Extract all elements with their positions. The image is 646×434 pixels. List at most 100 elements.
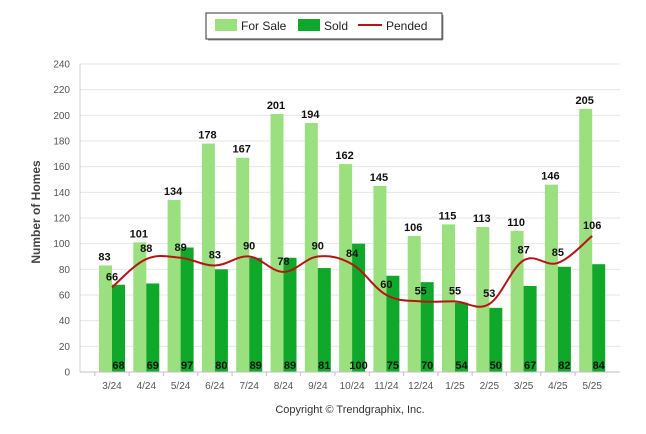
bar-sold	[146, 283, 160, 372]
data-label-for-sale: 194	[301, 109, 320, 121]
bar-for-sale	[407, 235, 421, 372]
data-label-for-sale: 110	[507, 217, 525, 229]
data-label-for-sale: 106	[404, 222, 422, 234]
data-label-pended: 55	[415, 285, 427, 297]
data-label-sold: 68	[112, 360, 124, 372]
data-label-pended: 66	[106, 271, 118, 283]
data-label-sold: 89	[250, 360, 262, 372]
bar-sold	[249, 257, 263, 372]
y-tick-label: 180	[53, 137, 70, 148]
x-tick-label: 8/24	[274, 381, 294, 392]
bar-for-sale	[133, 242, 147, 372]
bar-sold	[420, 282, 434, 372]
data-label-pended: 84	[346, 248, 359, 260]
bar-for-sale	[339, 164, 353, 372]
data-label-sold: 84	[593, 360, 606, 372]
x-tick-label: 5/24	[171, 381, 191, 392]
data-label-for-sale: 162	[335, 150, 353, 162]
data-label-sold: 54	[455, 360, 468, 372]
x-tick-label: 7/24	[239, 381, 259, 392]
x-tick-label: 3/25	[514, 381, 534, 392]
data-label-pended: 55	[449, 285, 461, 297]
bar-for-sale	[304, 123, 318, 373]
bar-sold	[352, 243, 366, 372]
copyright-footer: Copyright © Trendgraphix, Inc.	[275, 404, 424, 416]
bar-for-sale	[270, 114, 284, 373]
y-axis-label: Number of Homes	[29, 160, 43, 264]
bar-for-sale	[579, 108, 593, 373]
y-tick-label: 0	[64, 368, 70, 379]
x-tick-label: 3/24	[102, 381, 122, 392]
legend-swatch-for-sale	[215, 19, 237, 31]
data-label-for-sale: 83	[98, 251, 110, 263]
data-labels-layer: 83 68 66 101 69 88 134 97 89 178 80 83 167 89 90 201 89 7…	[98, 95, 605, 372]
data-label-pended: 53	[483, 288, 495, 300]
data-label-sold: 69	[147, 360, 159, 372]
x-tick-label: 1/25	[445, 381, 465, 392]
data-label-sold: 89	[284, 360, 296, 372]
data-label-sold: 80	[215, 360, 227, 372]
data-label-pended: 87	[517, 244, 529, 256]
data-label-sold: 70	[421, 360, 433, 372]
legend-box	[205, 12, 443, 40]
data-label-for-sale: 178	[198, 130, 216, 142]
data-label-pended: 90	[312, 241, 324, 253]
bar-sold	[557, 266, 571, 372]
data-label-sold: 67	[524, 360, 536, 372]
x-tick-label: 2/25	[480, 381, 500, 392]
y-tick-label: 140	[53, 188, 70, 199]
data-label-pended: 106	[583, 220, 601, 232]
x-tick-label: 4/25	[548, 381, 568, 392]
x-tick-label: 9/24	[308, 381, 328, 392]
bar-sold	[112, 284, 125, 372]
bar-for-sale	[510, 230, 524, 372]
bar-for-sale	[373, 185, 387, 372]
data-label-for-sale: 115	[439, 210, 457, 222]
data-label-pended: 83	[209, 249, 221, 261]
data-label-for-sale: 201	[267, 100, 285, 112]
bar-sold	[455, 302, 468, 372]
axis-layer: 0 20 40 60 80 100 120 140 160 180 200 220 240 3/24 4/2…	[53, 60, 620, 392]
data-label-for-sale: 134	[164, 186, 183, 198]
data-label-for-sale: 145	[370, 172, 388, 184]
y-tick-label: 120	[53, 214, 70, 225]
x-tick-label: 12/24	[408, 381, 433, 392]
y-tick-label: 160	[53, 162, 70, 173]
y-tick-label: 240	[53, 60, 70, 71]
line-layer	[111, 235, 593, 308]
data-label-pended: 89	[174, 242, 186, 254]
data-label-pended: 78	[277, 256, 289, 268]
data-label-for-sale: 113	[473, 213, 491, 225]
y-tick-label: 80	[59, 265, 71, 276]
bar-for-sale	[236, 157, 250, 372]
bar-sold	[317, 268, 331, 372]
bar-for-sale	[99, 265, 112, 372]
y-tick-label: 20	[59, 342, 71, 353]
data-label-sold: 50	[490, 360, 502, 372]
bar-sold	[592, 264, 606, 372]
data-label-for-sale: 101	[130, 228, 148, 240]
y-tick-label: 100	[53, 239, 70, 250]
data-label-sold: 75	[387, 360, 399, 372]
legend-label-pended: Pended	[386, 19, 427, 33]
legend-label-for-sale: For Sale	[241, 19, 287, 33]
bar-sold	[180, 247, 194, 372]
bar-sold	[214, 269, 228, 372]
bar-for-sale	[442, 224, 455, 372]
data-label-for-sale: 205	[576, 95, 594, 107]
data-label-pended: 85	[552, 247, 564, 259]
bars-layer	[99, 108, 606, 373]
bar-sold	[489, 307, 503, 372]
bar-for-sale	[544, 184, 558, 372]
data-label-sold: 100	[349, 360, 367, 372]
bar-for-sale	[476, 226, 490, 372]
bar-sold	[523, 286, 537, 372]
y-tick-label: 220	[53, 85, 70, 96]
x-tick-label: 5/25	[582, 381, 602, 392]
x-tick-label: 6/24	[205, 381, 225, 392]
legend-swatch-sold	[298, 19, 320, 31]
legend-label-sold: Sold	[324, 19, 348, 33]
x-tick-label: 10/24	[340, 381, 365, 392]
